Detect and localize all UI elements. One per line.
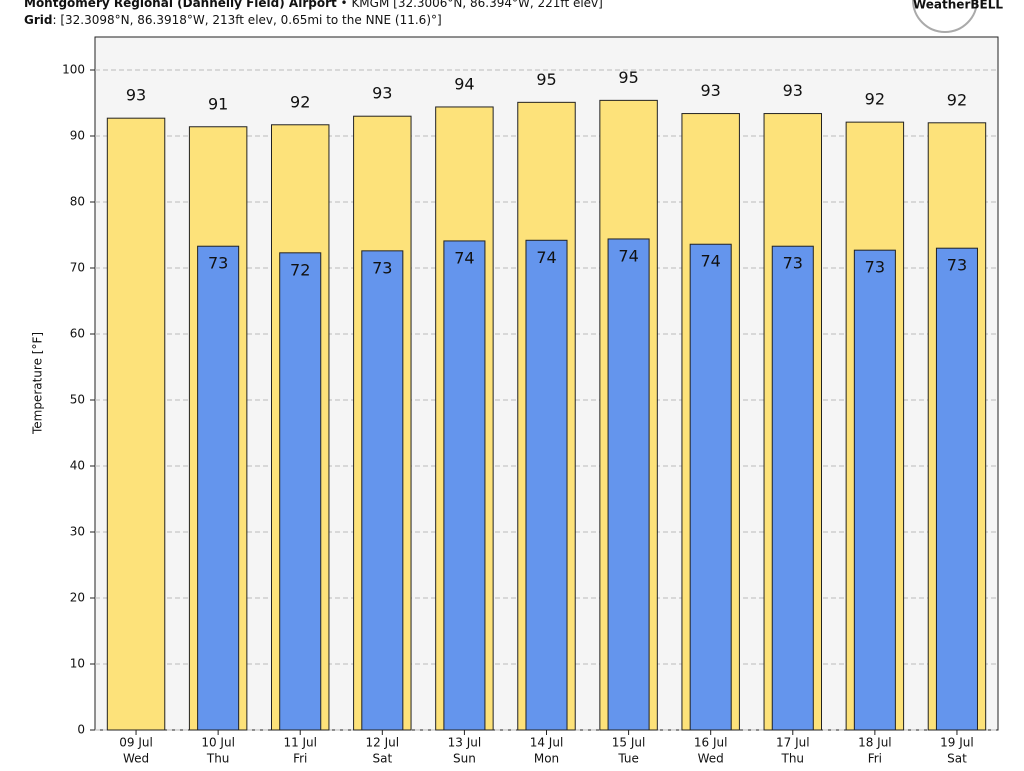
bar <box>935 247 978 731</box>
value-label: 73 <box>947 256 967 275</box>
title-rest: • KMGM [32.3006°N, 86.394°W, 221ft elev] <box>337 0 603 10</box>
x-tick-label: 18 Jul <box>858 736 892 750</box>
logo: WeatherBELL <box>913 0 1003 12</box>
y-tick-label: 100 <box>62 63 85 77</box>
bar <box>853 249 896 731</box>
logo-mark <box>912 0 978 33</box>
x-tick-label: 19 Jul <box>940 736 974 750</box>
y-tick-label: 10 <box>70 657 85 671</box>
x-tick-weekday: Sat <box>947 752 967 766</box>
x-tick-weekday: Wed <box>123 752 149 766</box>
value-label: 73 <box>783 254 803 273</box>
y-axis-label: Temperature [°F] <box>31 332 45 435</box>
subtitle-bold: Grid <box>24 13 52 27</box>
value-label: 74 <box>454 248 474 267</box>
x-tick-label: 10 Jul <box>201 736 235 750</box>
x-tick-weekday: Tue <box>617 752 639 766</box>
x-tick-label: 12 Jul <box>366 736 400 750</box>
x-tick-weekday: Thu <box>206 752 230 766</box>
value-label: 73 <box>208 254 228 273</box>
y-tick-label: 20 <box>70 591 85 605</box>
x-tick-label: 13 Jul <box>448 736 482 750</box>
bar <box>361 250 404 731</box>
value-label: 92 <box>290 92 310 111</box>
value-label: 93 <box>126 86 146 105</box>
x-tick-weekday: Mon <box>534 752 559 766</box>
x-tick-label: 09 Jul <box>119 736 153 750</box>
x-tick-weekday: Wed <box>698 752 724 766</box>
value-label: 95 <box>618 68 638 87</box>
subtitle-rest: : [32.3098°N, 86.3918°W, 213ft elev, 0.6… <box>52 13 441 27</box>
value-label: 74 <box>701 252 721 271</box>
bar <box>689 243 732 731</box>
x-tick-weekday: Thu <box>780 752 804 766</box>
bar <box>771 245 814 731</box>
y-tick-label: 50 <box>70 393 85 407</box>
y-tick-label: 60 <box>70 327 85 341</box>
x-tick-label: 11 Jul <box>283 736 317 750</box>
bar <box>525 239 568 731</box>
x-tick-label: 14 Jul <box>530 736 564 750</box>
y-tick-label: 70 <box>70 261 85 275</box>
y-tick-label: 30 <box>70 525 85 539</box>
chart-subtitle: Grid: [32.3098°N, 86.3918°W, 213ft elev,… <box>24 13 442 27</box>
value-label: 93 <box>783 81 803 100</box>
bar <box>607 238 650 731</box>
value-label: 93 <box>372 84 392 103</box>
value-label: 92 <box>947 90 967 109</box>
value-label: 91 <box>208 94 228 113</box>
value-label: 93 <box>701 81 721 100</box>
x-tick-weekday: Fri <box>868 752 882 766</box>
value-label: 74 <box>536 248 556 267</box>
value-label: 92 <box>865 90 885 109</box>
value-label: 73 <box>372 258 392 277</box>
y-tick-label: 0 <box>77 723 85 737</box>
bar <box>197 245 240 731</box>
x-tick-weekday: Fri <box>293 752 307 766</box>
x-tick-weekday: Sun <box>453 752 476 766</box>
value-label: 72 <box>290 260 310 279</box>
bar <box>279 252 322 731</box>
value-label: 74 <box>618 246 638 265</box>
y-tick-label: 80 <box>70 195 85 209</box>
chart-title: Montgomery Regional (Dannelly Field) Air… <box>24 0 603 10</box>
x-tick-label: 16 Jul <box>694 736 728 750</box>
y-tick-label: 40 <box>70 459 85 473</box>
y-tick-label: 90 <box>70 129 85 143</box>
bar <box>106 117 166 731</box>
value-label: 94 <box>454 74 474 93</box>
x-tick-label: 15 Jul <box>612 736 646 750</box>
value-label: 73 <box>865 258 885 277</box>
title-bold: Montgomery Regional (Dannelly Field) Air… <box>24 0 337 10</box>
value-label: 95 <box>536 70 556 89</box>
bar <box>443 240 486 731</box>
x-tick-label: 17 Jul <box>776 736 810 750</box>
x-tick-weekday: Sat <box>372 752 392 766</box>
